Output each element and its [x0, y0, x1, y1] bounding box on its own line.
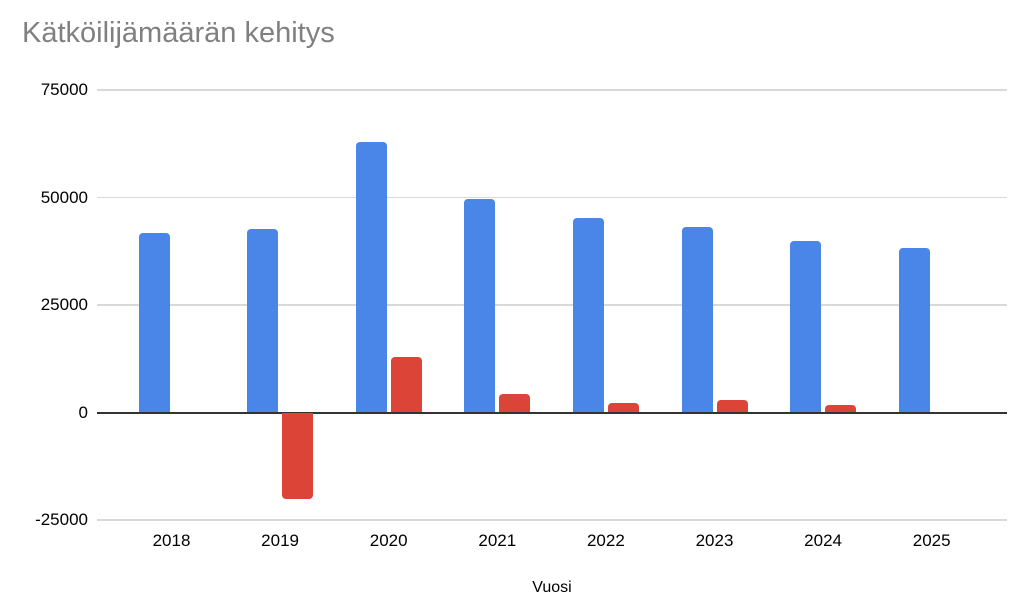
bar-2020-series1[interactable]: [355, 141, 387, 413]
gridline: [97, 196, 1007, 198]
y-axis-tick-label: 0: [78, 402, 88, 422]
bar-2021-series1[interactable]: [464, 198, 496, 413]
x-axis-tick-label: 2021: [478, 531, 517, 550]
gridline: [97, 304, 1007, 306]
bar-2019-series2[interactable]: [282, 412, 314, 499]
x-axis-tick-label: 2018: [152, 531, 191, 550]
gridline: [97, 519, 1007, 521]
bar-2023-series2[interactable]: [716, 399, 748, 413]
y-axis-tick-label: 75000: [40, 80, 88, 99]
gridline: [97, 89, 1007, 91]
bar-2024-series2[interactable]: [825, 404, 857, 413]
x-axis-tick-label: 2019: [261, 531, 299, 550]
bar-2022-series2[interactable]: [607, 403, 639, 413]
bar-2025-series1[interactable]: [898, 247, 930, 413]
chart-title: Kätköilijämäärän kehitys: [22, 17, 335, 49]
y-axis-tick-label: 25000: [40, 295, 88, 314]
bar-2021-series2[interactable]: [499, 393, 531, 413]
bar-2022-series1[interactable]: [572, 218, 604, 413]
x-axis-tick-label: 2023: [695, 531, 734, 550]
y-axis-tick-label: 50000: [40, 187, 88, 207]
bar-2020-series2[interactable]: [390, 356, 422, 413]
bar-2023-series1[interactable]: [681, 226, 713, 413]
x-axis-tick-label: 2022: [586, 531, 625, 550]
x-axis-zero-line: [97, 411, 1007, 414]
bar-2024-series1[interactable]: [790, 240, 822, 413]
y-axis-tick-label: -25000: [35, 510, 88, 529]
bar-2018-series1[interactable]: [138, 233, 170, 413]
x-axis-title: Vuosi: [532, 579, 572, 596]
x-axis-tick-label: 2025: [912, 531, 951, 550]
bar-2019-series1[interactable]: [247, 228, 279, 413]
x-axis-tick-label: 2024: [804, 531, 842, 550]
x-axis-tick-label: 2020: [369, 531, 408, 550]
